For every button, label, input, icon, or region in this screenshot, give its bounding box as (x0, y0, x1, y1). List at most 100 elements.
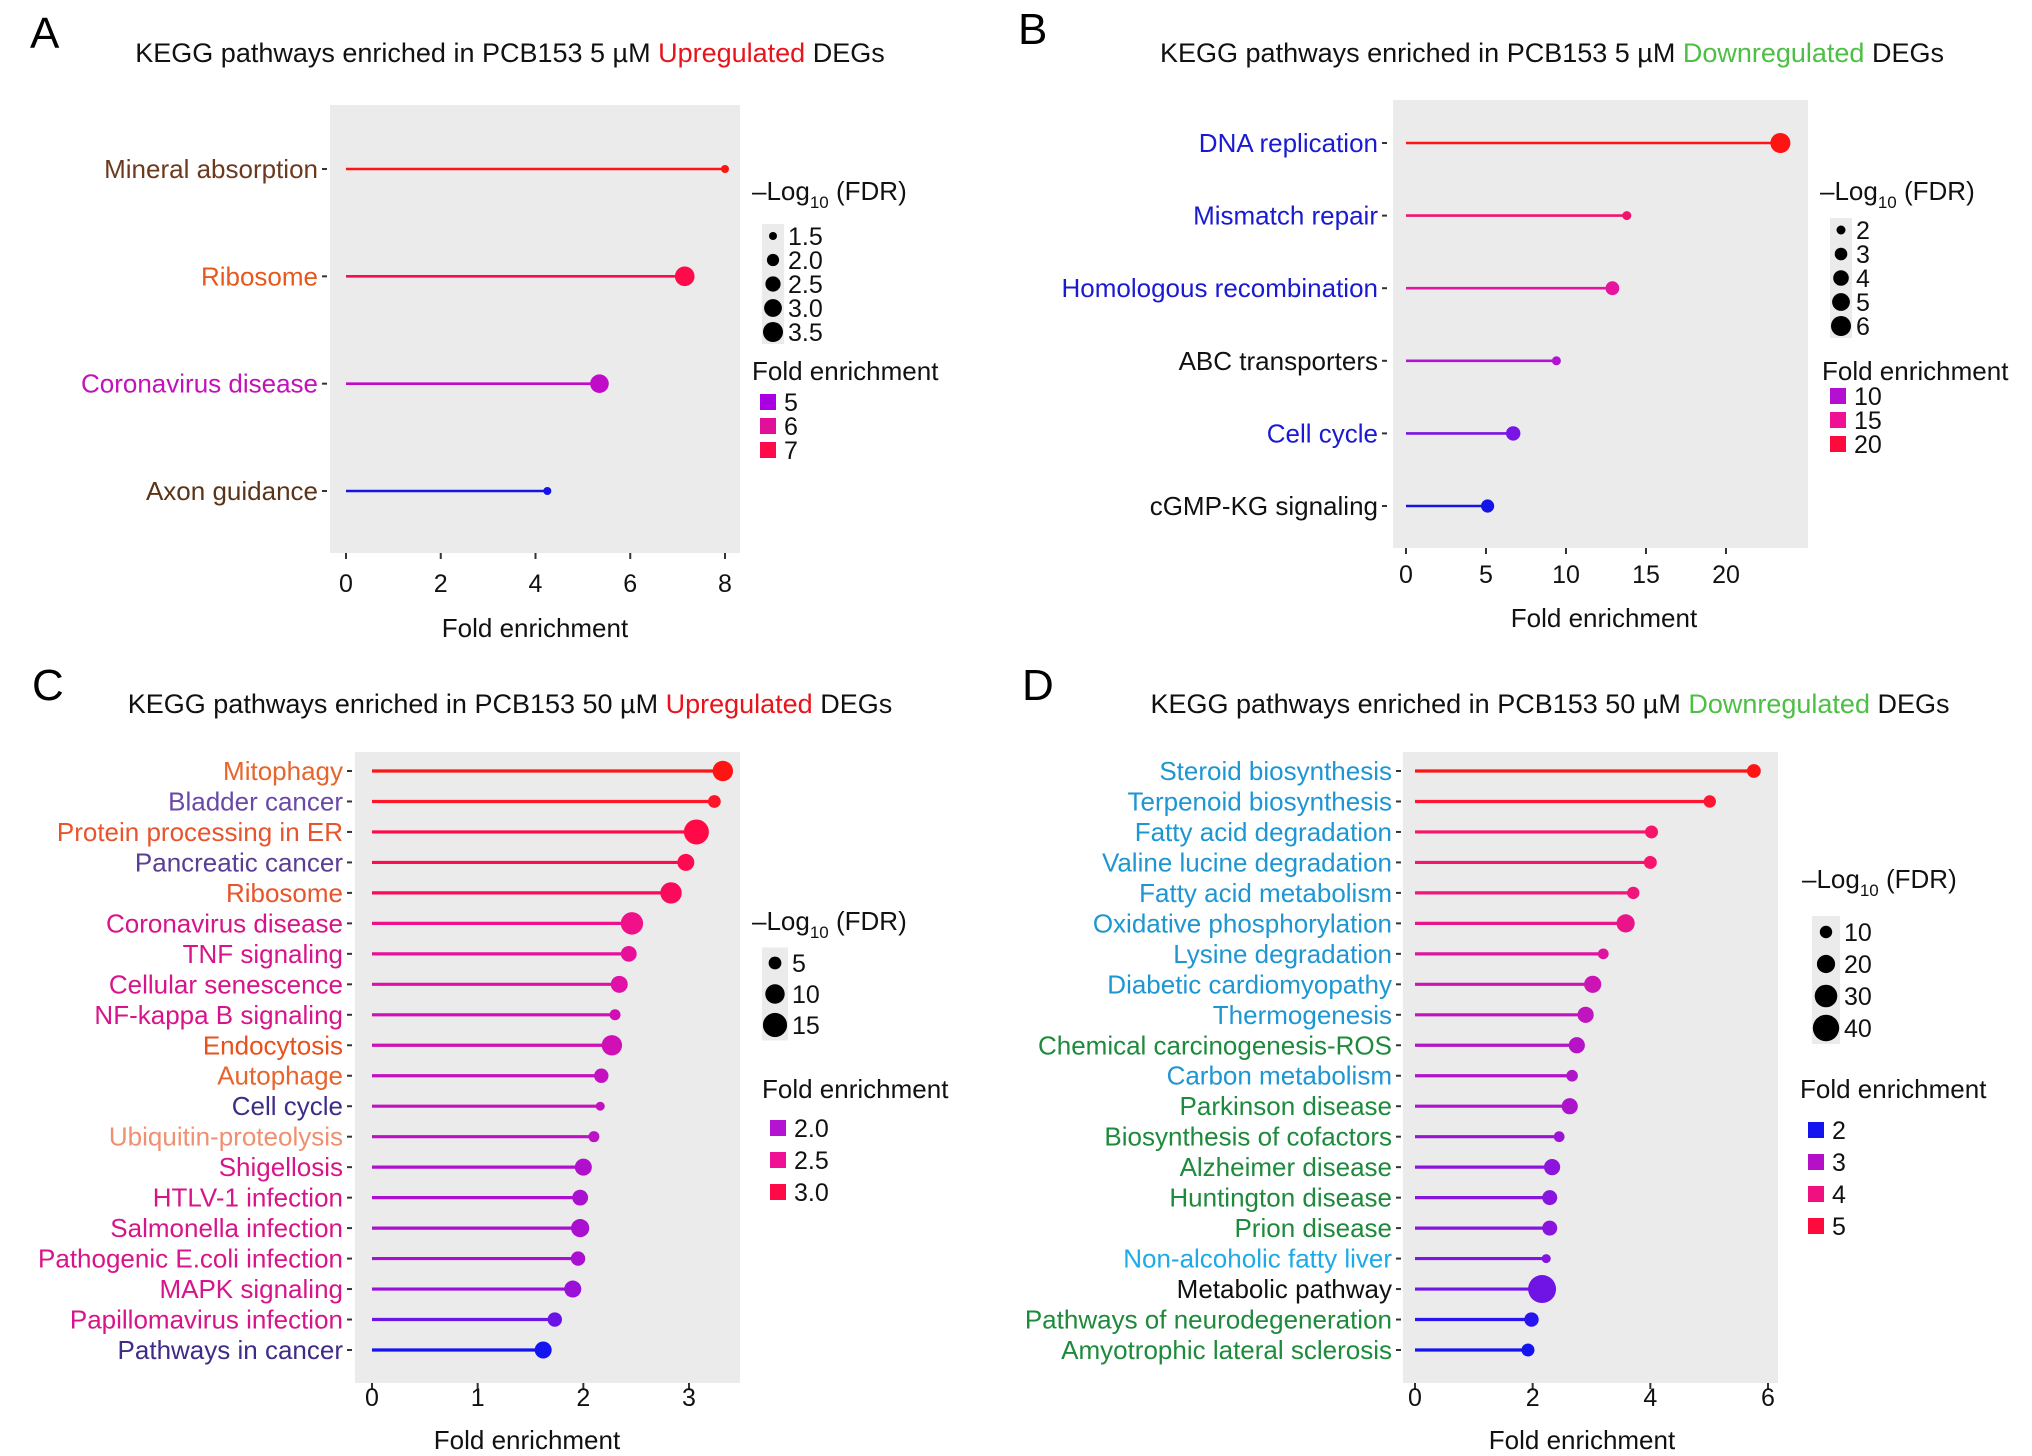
lollipop-row: Coronavirus disease (81, 369, 609, 399)
lollipop-row: Oxidative phosphorylation (1093, 908, 1635, 938)
size-legend-title-end: (FDR) (1897, 176, 1975, 206)
lollipop-row: Autophage (217, 1061, 609, 1091)
category-label: Coronavirus disease (81, 369, 318, 399)
lollipop-row: cGMP-KG signaling (1150, 491, 1495, 521)
x-tick-label: 4 (1643, 1384, 1657, 1412)
color-legend-label: 3 (1832, 1149, 1846, 1177)
x-tick-label: 3 (682, 1384, 696, 1412)
lollipop-row: Axon guidance (146, 476, 552, 506)
lollipop-row: Mismatch repair (1193, 201, 1632, 231)
lollipop-point (1542, 1190, 1558, 1206)
title-suffix: DEGs (1870, 689, 1950, 719)
size-legend-dot (764, 299, 782, 317)
category-label: Fatty acid metabolism (1139, 878, 1392, 908)
size-legend-dot (1834, 247, 1848, 261)
lollipop-point (674, 266, 695, 287)
lollipop-row: Pathogenic E.coli infection (38, 1244, 586, 1274)
plot-background (330, 105, 740, 553)
size-legend-label: 10 (792, 981, 820, 1009)
category-label: Shigellosis (219, 1152, 343, 1182)
category-label: Diabetic cardiomyopathy (1107, 969, 1392, 999)
category-label: Huntington disease (1169, 1183, 1392, 1213)
lollipop-point (660, 882, 682, 904)
size-legend-title-end: (FDR) (829, 906, 907, 936)
x-tick-label: 0 (1399, 561, 1413, 589)
category-label: Thermogenesis (1213, 1000, 1392, 1030)
lollipop-point (595, 1101, 605, 1111)
size-legend-dot (1831, 316, 1851, 336)
panel-letter: B (1018, 5, 1047, 54)
category-label: Valine lucine degradation (1102, 847, 1392, 877)
size-legend-title-sub: 10 (1860, 881, 1879, 900)
panel-c: C KEGG pathways enriched in PCB153 50 µM … (32, 661, 949, 1455)
size-legend-label: 4 (1856, 265, 1870, 293)
lollipop-point (570, 1251, 586, 1266)
lollipop-point (574, 1158, 592, 1176)
category-label: Ubiquitin-proteolysis (109, 1122, 343, 1152)
color-legend-label: 5 (1832, 1213, 1846, 1241)
size-legend-label: 20 (1844, 951, 1872, 979)
lollipop-point (572, 1189, 589, 1206)
lollipop-row: Fatty acid degradation (1135, 817, 1659, 847)
size-legend-title-main: –Log (1820, 176, 1878, 206)
x-tick-label: 2 (576, 1384, 590, 1412)
color-legend-title: Fold enrichment (762, 1074, 949, 1104)
size-legend-title-sub: 10 (1878, 193, 1897, 212)
category-label: Pathways in cancer (118, 1335, 344, 1365)
lollipop-row: Bladder cancer (168, 786, 721, 816)
size-legend-label: 2 (1856, 217, 1870, 245)
lollipop-point (1605, 281, 1620, 296)
x-tick-label: 8 (718, 570, 732, 598)
title-prefix: KEGG pathways enriched in PCB153 5 µM (135, 38, 658, 68)
category-label: Mismatch repair (1193, 201, 1378, 231)
size-legend-dot (1819, 925, 1833, 939)
color-legend-swatch (760, 418, 776, 434)
title-prefix: KEGG pathways enriched in PCB153 50 µM (128, 689, 666, 719)
category-label: Chemical carcinogenesis-ROS (1038, 1030, 1392, 1060)
x-tick-label: 4 (529, 570, 543, 598)
lollipop-point (1543, 1159, 1561, 1176)
color-legend-swatch (770, 1120, 786, 1136)
x-tick-label: 15 (1632, 561, 1660, 589)
lollipop-point (590, 374, 609, 393)
size-legend-label: 30 (1844, 983, 1872, 1011)
lollipop-row: Pancreatic cancer (135, 847, 695, 877)
x-tick-label: 0 (339, 570, 353, 598)
lollipop-row: Cell cycle (1267, 418, 1521, 448)
lollipop-row: Homologous recombination (1061, 273, 1620, 303)
color-legend-label: 2.5 (794, 1147, 829, 1175)
lollipop-row: Ubiquitin-proteolysis (109, 1122, 600, 1152)
lollipop-point (1703, 795, 1716, 808)
lollipop-row: Coronavirus disease (106, 908, 644, 938)
size-legend-label: 10 (1844, 919, 1872, 947)
category-label: Papillomavirus infection (70, 1305, 343, 1335)
color-legend-label: 20 (1854, 431, 1882, 459)
lollipop-row: Salmonella infection (110, 1213, 590, 1243)
lollipop-point (1542, 1220, 1558, 1236)
category-label: Pancreatic cancer (135, 847, 343, 877)
category-label: Carbon metabolism (1167, 1061, 1392, 1091)
lollipop-row: Lysine degradation (1173, 939, 1609, 969)
lollipop-point (1645, 825, 1659, 839)
x-tick-label: 6 (623, 570, 637, 598)
category-label: Fatty acid degradation (1135, 817, 1392, 847)
color-legend-label: 7 (784, 437, 798, 465)
category-label: Metabolic pathway (1177, 1274, 1392, 1304)
plot-background (1393, 100, 1808, 548)
size-legend-label: 2.5 (788, 271, 823, 299)
category-label: Bladder cancer (168, 786, 343, 816)
color-legend-swatch (1808, 1154, 1824, 1170)
size-legend-label: 3 (1856, 241, 1870, 269)
lollipop-row: Fatty acid metabolism (1139, 878, 1640, 908)
lollipop-row: Alzheimer disease (1180, 1152, 1561, 1182)
lollipop-row: HTLV-1 infection (153, 1183, 589, 1213)
lollipop-point (543, 487, 552, 495)
category-label: MAPK signaling (159, 1274, 343, 1304)
title-prefix: KEGG pathways enriched in PCB153 50 µM (1151, 689, 1689, 719)
category-label: Autophage (217, 1061, 343, 1091)
lollipop-point (1770, 133, 1791, 153)
color-legend-label: 5 (784, 389, 798, 417)
lollipop-row: DNA replication (1199, 128, 1791, 158)
lollipop-row: Ribosome (201, 261, 695, 291)
color-legend-swatch (1808, 1122, 1824, 1138)
